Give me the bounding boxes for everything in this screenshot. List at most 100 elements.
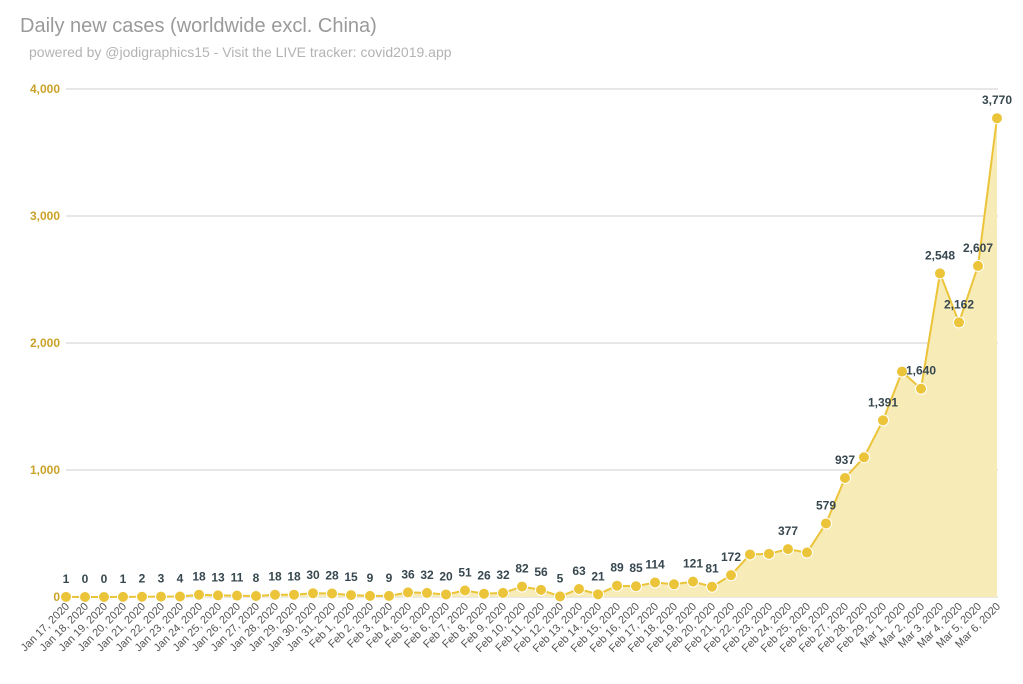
data-label: 114 [645,558,665,572]
data-label: 15 [344,570,358,584]
data-label: 2,607 [963,241,993,255]
data-label: 1 [63,572,70,586]
data-label: 32 [420,568,434,582]
data-point [687,575,699,588]
data-point [440,588,452,601]
y-tick-label: 3,000 [30,209,60,223]
data-label: 18 [192,570,206,584]
data-point [573,582,585,595]
data-label: 1 [120,572,127,586]
data-point [725,569,737,582]
data-point [364,589,376,602]
area-fill [66,118,997,598]
data-point [402,586,414,599]
data-point [535,583,547,596]
y-tick-label: 4,000 [30,82,60,96]
data-label: 20 [439,569,453,583]
data-label: 4 [177,571,184,585]
data-label: 18 [268,570,282,584]
data-point [345,589,357,602]
data-point [79,591,91,603]
data-label: 9 [367,571,374,585]
data-label: 28 [325,568,339,582]
data-label: 0 [101,572,108,586]
data-point [668,578,680,591]
y-tick-label: 0 [53,590,60,604]
data-label: 13 [211,570,225,584]
data-label: 2 [139,572,146,586]
data-label: 8 [253,571,260,585]
data-label: 3,770 [982,93,1012,107]
data-point [478,587,490,600]
data-label: 82 [515,562,529,576]
data-point [516,580,528,593]
data-label: 579 [816,498,836,512]
data-point [459,584,471,597]
data-label: 172 [721,550,741,564]
data-label: 81 [705,562,719,576]
data-label: 30 [306,568,320,582]
data-label: 63 [572,564,586,578]
data-point [934,267,946,280]
data-point [497,586,509,599]
data-point [554,590,566,603]
data-label: 937 [835,453,855,467]
data-label: 32 [496,568,510,582]
data-label: 85 [629,561,643,575]
data-point [915,382,927,395]
data-point [174,590,186,603]
data-point [706,580,718,593]
data-point [991,112,1003,125]
y-tick-label: 2,000 [30,336,60,350]
data-label: 18 [287,570,301,584]
data-point [953,316,965,329]
data-point [117,590,129,603]
data-point [193,588,205,601]
data-point [763,547,775,560]
data-label: 1,640 [906,364,936,378]
data-label: 56 [534,565,548,579]
y-tick-label: 1,000 [30,463,60,477]
data-label: 89 [610,561,624,575]
data-point [744,548,756,561]
data-point [782,543,794,556]
data-label: 2,548 [925,248,955,262]
data-point [972,259,984,272]
chart-subtitle: powered by @jodigraphics15 - Visit the L… [29,44,452,60]
data-point [288,588,300,601]
data-point [858,451,870,464]
data-point [98,591,110,603]
data-point [60,590,72,603]
data-point [383,589,395,602]
data-label: 9 [386,571,393,585]
chart-title: Daily new cases (worldwide excl. China) [20,15,377,37]
data-label: 377 [778,524,798,538]
data-point [326,587,338,600]
data-label: 2,162 [944,297,974,311]
data-point [421,586,433,599]
data-label: 36 [401,567,415,581]
data-point [611,579,623,592]
data-label: 121 [683,557,703,571]
data-point [212,589,224,602]
data-point [269,588,281,601]
data-point [839,472,851,485]
data-label: 26 [477,569,491,583]
data-label: 5 [557,571,564,585]
data-point [801,546,813,559]
data-point [877,414,889,427]
data-point [155,590,167,603]
data-point [307,587,319,600]
data-point [592,588,604,601]
data-point [136,590,148,603]
data-point [250,589,262,602]
data-label: 1,391 [868,395,898,409]
data-label: 51 [458,566,472,580]
data-point [896,365,908,378]
data-point [820,517,832,530]
data-point [231,589,243,602]
data-label: 21 [591,569,605,583]
data-point [649,576,661,589]
